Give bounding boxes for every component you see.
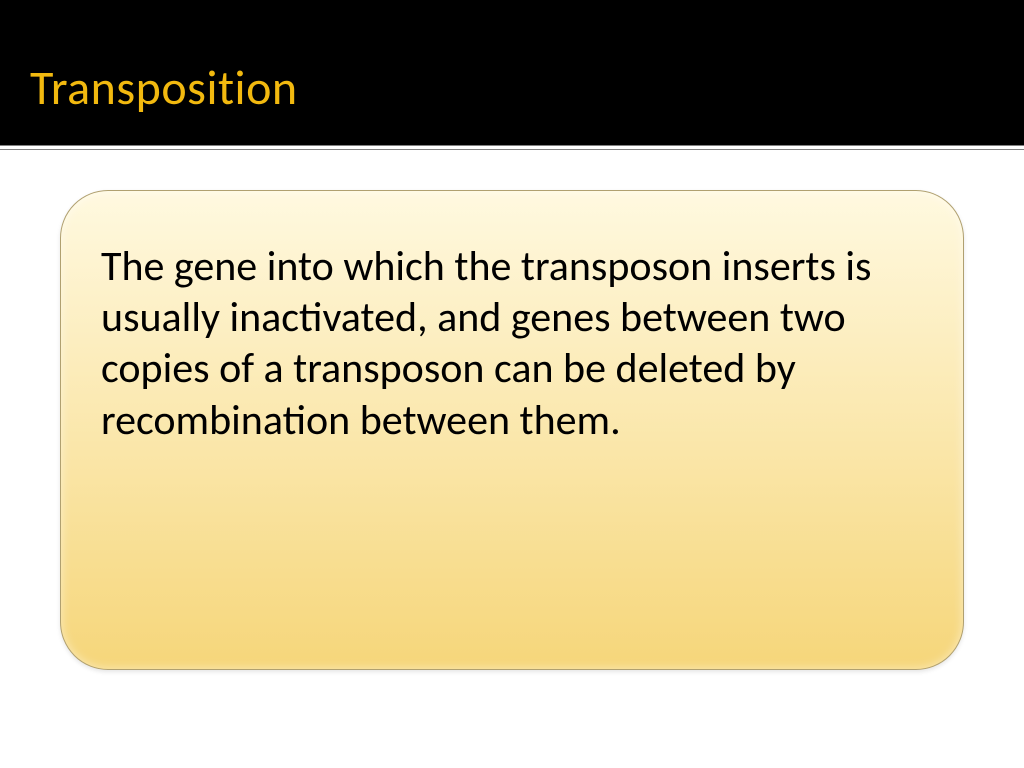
content-area: The gene into which the transposon inser… [0, 150, 1024, 710]
title-bar: Transposition [0, 0, 1024, 145]
callout-box: The gene into which the transposon inser… [60, 190, 964, 670]
slide-body-text: The gene into which the transposon inser… [101, 241, 923, 446]
slide-title: Transposition [30, 58, 298, 117]
